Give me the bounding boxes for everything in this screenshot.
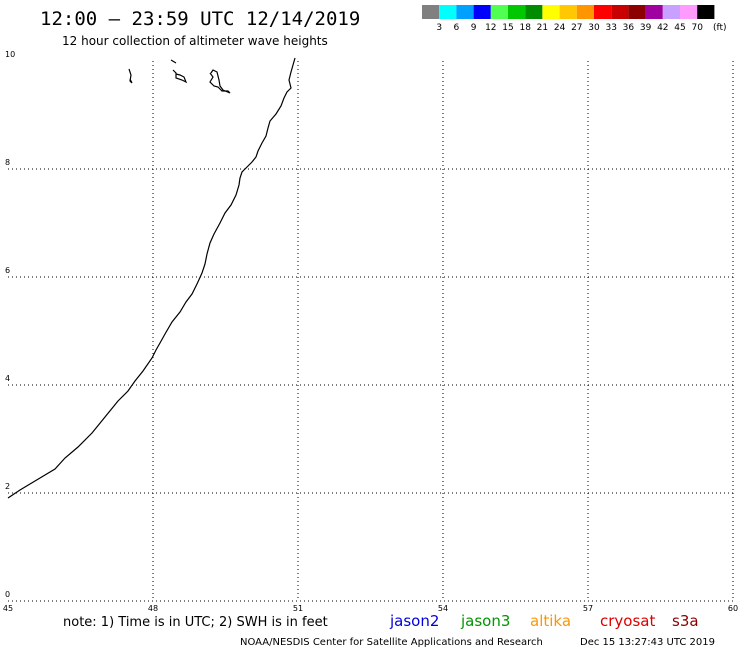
legend-swatch [594,5,612,19]
legend-swatch [680,5,698,19]
legend-swatch [628,5,646,19]
island-shape [209,69,231,94]
latitude-tick-labels: 0 2 4 6 8 10 [5,50,15,599]
legend-swatch [542,5,560,19]
satellite-s3a-label: s3a [672,612,699,630]
legend-bin-label: 6 [454,23,460,33]
longitude-tick: 45 [3,604,13,613]
map-title: 12:00 – 23:59 UTC 12/14/2019 [40,8,360,30]
legend-bin-label: 21 [537,23,548,33]
longitude-tick: 48 [148,604,158,613]
wave-height-color-legend: 3 6 9 12 15 18 21 24 27 30 33 36 39 42 45 70 [422,5,715,33]
legend-bin-label: 30 [588,23,600,33]
legend-unit-label: (ft) [713,23,727,33]
latitude-tick: 4 [5,374,10,383]
legend-bin-label: 33 [605,23,616,33]
longitude-tick-labels: 45 48 51 54 57 60 [3,604,738,613]
legend-bin-label: 9 [471,23,477,33]
island-shape [128,68,133,84]
legend-bin-label: 27 [571,23,582,33]
satellite-cryosat-label: cryosat [600,612,655,630]
legend-swatch [662,5,680,19]
legend-bin-label: 70 [691,23,703,33]
map-subtitle: 12 hour collection of altimeter wave hei… [62,34,328,48]
latitude-tick: 8 [5,158,10,167]
latitude-tick: 0 [5,590,10,599]
longitude-tick: 60 [728,604,738,613]
legend-swatch [422,5,440,19]
footer-note: note: 1) Time is in UTC; 2) SWH is in fe… [63,615,328,630]
island-shape [170,59,188,84]
legend-swatch [611,5,629,19]
legend-bin-label: 42 [657,23,668,33]
legend-swatch [439,5,457,19]
legend-swatch [559,5,577,19]
latitude-tick: 10 [5,50,15,59]
footer-credit: NOAA/NESDIS Center for Satellite Applica… [240,637,543,648]
latitude-tick: 6 [5,266,10,275]
coastline [7,57,296,499]
legend-bin-label: 18 [519,23,531,33]
legend-bin-label: 36 [623,23,635,33]
legend-bin-label: 3 [436,23,442,33]
legend-swatch [576,5,594,19]
longitude-tick: 54 [438,604,448,613]
legend-swatch [645,5,663,19]
legend-swatch [508,5,526,19]
latitude-tick: 2 [5,482,10,491]
footer-timestamp: Dec 15 13:27:43 UTC 2019 [580,637,715,648]
legend-bin-label: 45 [674,23,685,33]
longitude-tick: 57 [583,604,593,613]
satellite-altika-label: altika [530,612,571,630]
satellite-jason2-label: jason2 [389,612,439,630]
legend-bin-label: 39 [640,23,652,33]
legend-bin-label: 15 [502,23,513,33]
satellite-jason3-label: jason3 [460,612,510,630]
legend-swatch [473,5,491,19]
legend-swatch [456,5,474,19]
legend-bin-label: 24 [554,23,566,33]
legend-bin-label: 12 [485,23,496,33]
lat-lon-grid [8,61,734,602]
longitude-tick: 51 [293,604,303,613]
legend-swatch [525,5,543,19]
satellite-legend: jason2 jason3 altika cryosat s3a [389,612,699,630]
legend-swatch [490,5,508,19]
legend-swatch [697,5,715,19]
